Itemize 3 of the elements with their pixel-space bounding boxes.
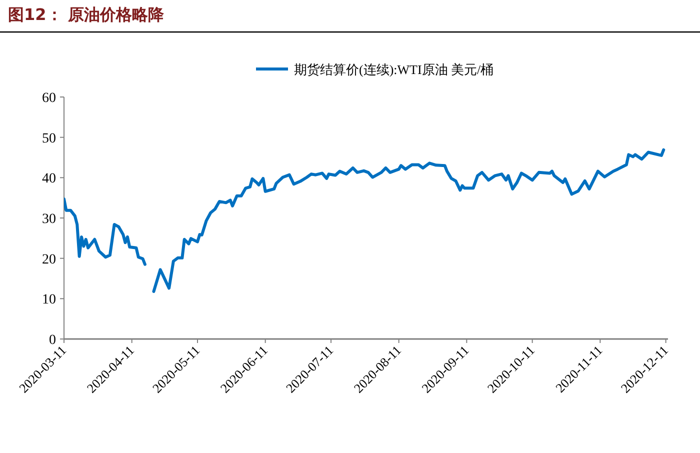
chart-title: 图12： 原油价格略降 xyxy=(8,5,165,24)
legend: 期货结算价(连续):WTI原油 美元/桶 xyxy=(256,62,494,77)
legend-label: 期货结算价(连续):WTI原油 美元/桶 xyxy=(294,62,494,77)
